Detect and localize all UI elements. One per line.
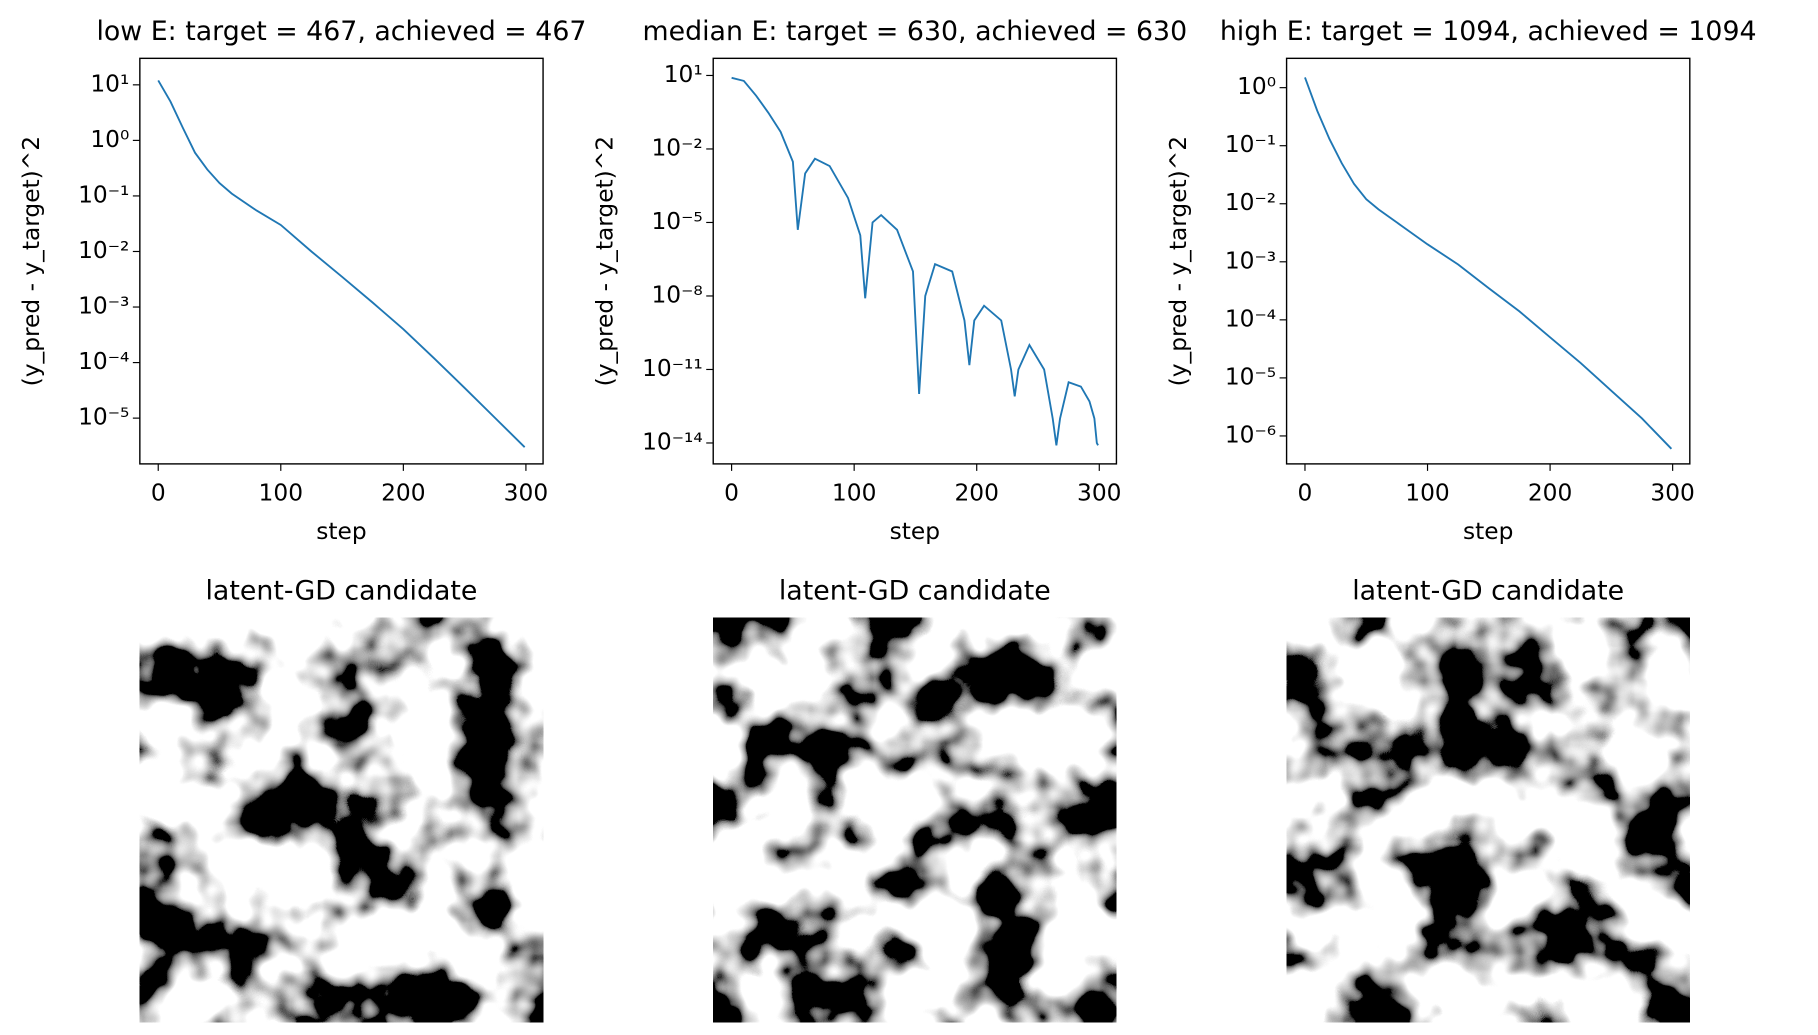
axes-frame xyxy=(139,57,544,465)
y-tick-label: 10⁻¹⁴ xyxy=(642,428,703,455)
data-line xyxy=(1304,77,1673,450)
y-axis-label: (y_pred - y_target)^2 xyxy=(18,136,45,386)
y-tick-label: 10⁻³ xyxy=(1225,247,1276,274)
candidate-image xyxy=(713,617,1117,1023)
y-tick-label: 10⁻⁵ xyxy=(78,404,129,431)
x-tick-label: 100 xyxy=(1405,480,1449,507)
x-axis-label: step xyxy=(316,518,366,545)
x-tick-label: 0 xyxy=(724,480,739,507)
y-tick-label: 10⁻¹ xyxy=(1225,131,1276,158)
data-line xyxy=(731,76,1099,446)
image-title: latent-GD candidate xyxy=(779,576,1051,607)
y-tick-label: 10¹ xyxy=(664,61,703,88)
axes-frame xyxy=(1285,57,1691,465)
y-tick-label: 10⁻² xyxy=(1225,189,1276,216)
y-tick-label: 10⁰ xyxy=(90,126,129,153)
y-tick-label: 10⁻³ xyxy=(78,293,129,320)
x-tick-label: 0 xyxy=(151,480,166,507)
y-tick-label: 10⁻² xyxy=(78,237,129,264)
x-axis-label: step xyxy=(890,518,940,545)
y-axis-label: (y_pred - y_target)^2 xyxy=(592,136,619,386)
y-tick-label: 10⁻¹ xyxy=(78,181,129,208)
y-tick-label: 10⁻⁴ xyxy=(78,348,129,375)
x-tick-label: 300 xyxy=(1077,480,1121,507)
y-tick-label: 10¹ xyxy=(90,70,129,97)
y-tick-label: 10⁻⁵ xyxy=(1225,363,1276,390)
y-tick-label: 10⁻⁶ xyxy=(1225,421,1276,448)
image-title: latent-GD candidate xyxy=(1352,576,1624,607)
y-tick-label: 10⁰ xyxy=(1237,73,1276,100)
y-tick-label: 10⁻² xyxy=(651,134,702,161)
x-tick-label: 100 xyxy=(832,480,876,507)
y-axis-label: (y_pred - y_target)^2 xyxy=(1165,136,1192,386)
chart-title: high E: target = 1094, achieved = 1094 xyxy=(1220,16,1757,47)
x-tick-label: 300 xyxy=(1650,480,1694,507)
candidate-image xyxy=(139,617,544,1023)
x-tick-label: 0 xyxy=(1298,480,1313,507)
chart-title: low E: target = 467, achieved = 467 xyxy=(96,16,586,47)
data-line xyxy=(157,79,526,448)
x-axis-label: step xyxy=(1463,518,1513,545)
y-tick-label: 10⁻⁸ xyxy=(651,281,702,308)
x-tick-label: 300 xyxy=(504,480,548,507)
x-tick-label: 100 xyxy=(259,480,303,507)
candidate-image xyxy=(1286,617,1690,1023)
x-tick-label: 200 xyxy=(381,480,425,507)
y-tick-label: 10⁻⁴ xyxy=(1225,305,1276,332)
image-title: latent-GD candidate xyxy=(205,576,477,607)
y-tick-label: 10⁻¹¹ xyxy=(642,355,703,382)
chart-title: median E: target = 630, achieved = 630 xyxy=(642,16,1187,47)
y-tick-label: 10⁻⁵ xyxy=(651,208,702,235)
x-tick-label: 200 xyxy=(1528,480,1572,507)
axes-frame xyxy=(712,57,1118,465)
x-tick-label: 200 xyxy=(954,480,998,507)
